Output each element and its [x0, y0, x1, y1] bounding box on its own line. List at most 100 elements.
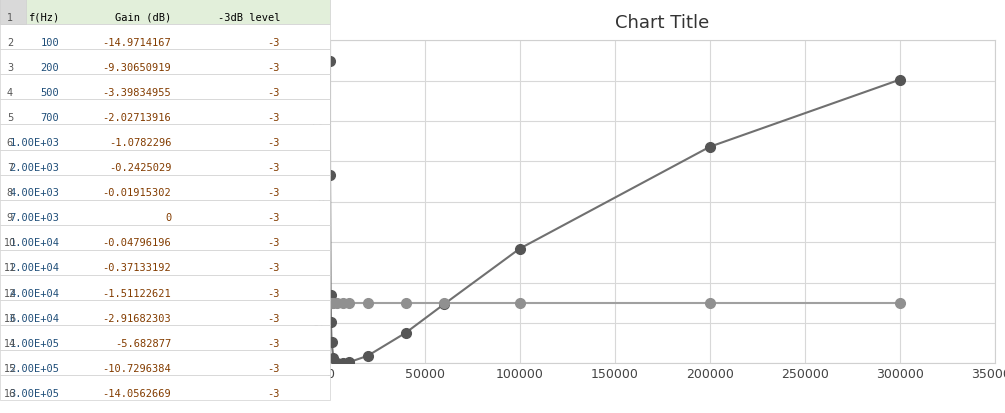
Text: 3: 3 [7, 63, 13, 73]
Bar [0, 75, 330, 100]
-3dB level [514, 301, 526, 306]
Text: 16: 16 [4, 388, 16, 398]
Text: 2.00E+04: 2.00E+04 [9, 263, 59, 273]
Gain (dB) [893, 78, 906, 83]
Text: -3: -3 [267, 213, 280, 223]
Text: -3: -3 [267, 313, 280, 323]
Text: 1: 1 [7, 12, 13, 23]
Gain (dB) [514, 247, 526, 252]
-3dB level [704, 301, 716, 306]
Gain (dB) [362, 354, 374, 358]
Text: f(Hz): f(Hz) [28, 12, 59, 23]
Text: 7.00E+03: 7.00E+03 [9, 213, 59, 223]
-3dB level [325, 301, 337, 306]
Text: -10.7296384: -10.7296384 [103, 363, 172, 373]
Text: 9: 9 [7, 213, 13, 223]
Text: 500: 500 [40, 88, 59, 97]
Gain (dB) [400, 330, 412, 335]
Bar [0, 25, 330, 50]
Title: Chart Title: Chart Title [615, 14, 710, 31]
-3dB level [437, 301, 449, 306]
Line: -3dB level: -3dB level [325, 298, 904, 308]
Text: 10: 10 [4, 238, 16, 248]
Text: -3: -3 [267, 338, 280, 348]
Text: 12: 12 [4, 288, 16, 298]
Text: -3: -3 [267, 38, 280, 47]
-3dB level [324, 301, 336, 306]
Text: 5: 5 [7, 113, 13, 123]
Text: 2.00E+03: 2.00E+03 [9, 163, 59, 173]
Text: -3: -3 [267, 288, 280, 298]
Gain (dB) [704, 145, 716, 150]
Legend: Gain (dB), -3dB level: Gain (dB), -3dB level [546, 411, 779, 413]
Text: 13: 13 [4, 313, 16, 323]
Text: 14: 14 [4, 338, 16, 348]
Text: 1.00E+05: 1.00E+05 [9, 338, 59, 348]
Text: -0.01915302: -0.01915302 [103, 188, 172, 198]
Text: 1.00E+04: 1.00E+04 [9, 238, 59, 248]
Text: 6.00E+04: 6.00E+04 [9, 313, 59, 323]
Gain (dB) [324, 173, 336, 178]
Gain (dB) [328, 356, 340, 361]
Text: 2.00E+05: 2.00E+05 [9, 363, 59, 373]
Gain (dB) [337, 361, 349, 366]
Gain (dB) [324, 59, 336, 64]
Text: 6: 6 [7, 138, 13, 148]
Gain (dB) [332, 361, 344, 366]
Text: 4: 4 [7, 88, 13, 97]
Gain (dB) [343, 360, 355, 365]
Text: 11: 11 [4, 263, 16, 273]
Text: -2.02713916: -2.02713916 [103, 113, 172, 123]
Text: -0.37133192: -0.37133192 [103, 263, 172, 273]
Text: -9.30650919: -9.30650919 [103, 63, 172, 73]
Text: -3: -3 [267, 88, 280, 97]
Text: -3: -3 [267, 263, 280, 273]
Text: -2.91682303: -2.91682303 [103, 313, 172, 323]
Text: 700: 700 [40, 113, 59, 123]
Text: 1.00E+03: 1.00E+03 [9, 138, 59, 148]
-3dB level [325, 301, 337, 306]
Text: -3: -3 [267, 113, 280, 123]
Bar [0, 375, 330, 401]
Text: 100: 100 [40, 38, 59, 47]
Text: -0.04796196: -0.04796196 [103, 238, 172, 248]
Gain (dB) [325, 292, 337, 297]
Gain (dB) [326, 339, 338, 344]
Text: -0.2425029: -0.2425029 [109, 163, 172, 173]
Bar [0, 200, 330, 225]
Text: 3.00E+05: 3.00E+05 [9, 388, 59, 398]
Text: -1.0782296: -1.0782296 [109, 138, 172, 148]
Bar [0, 0, 330, 25]
Bar [0, 125, 330, 150]
Text: -1.51122621: -1.51122621 [103, 288, 172, 298]
Text: -3dB level: -3dB level [218, 12, 280, 23]
Bar [0, 325, 330, 350]
Bar [0, 300, 330, 325]
Text: -3: -3 [267, 363, 280, 373]
Bar [0, 275, 330, 300]
Text: 2: 2 [7, 38, 13, 47]
-3dB level [324, 301, 336, 306]
Bar [0, 250, 330, 275]
Line: Gain (dB): Gain (dB) [325, 57, 904, 368]
Text: 4.00E+04: 4.00E+04 [9, 288, 59, 298]
Text: 4.00E+03: 4.00E+03 [9, 188, 59, 198]
Text: -14.9714167: -14.9714167 [103, 38, 172, 47]
Gain (dB) [437, 302, 449, 307]
-3dB level [400, 301, 412, 306]
Text: -3: -3 [267, 388, 280, 398]
Bar [0, 175, 330, 200]
Bar [0, 350, 330, 375]
Text: 7: 7 [7, 163, 13, 173]
Text: 8: 8 [7, 188, 13, 198]
Text: -3: -3 [267, 163, 280, 173]
Bar [0, 225, 330, 250]
Text: 200: 200 [40, 63, 59, 73]
-3dB level [893, 301, 906, 306]
Bar [0, 150, 330, 175]
-3dB level [328, 301, 340, 306]
Bar [0, 100, 330, 125]
-3dB level [362, 301, 374, 306]
Text: Gain (dB): Gain (dB) [116, 12, 172, 23]
Text: -3: -3 [267, 238, 280, 248]
